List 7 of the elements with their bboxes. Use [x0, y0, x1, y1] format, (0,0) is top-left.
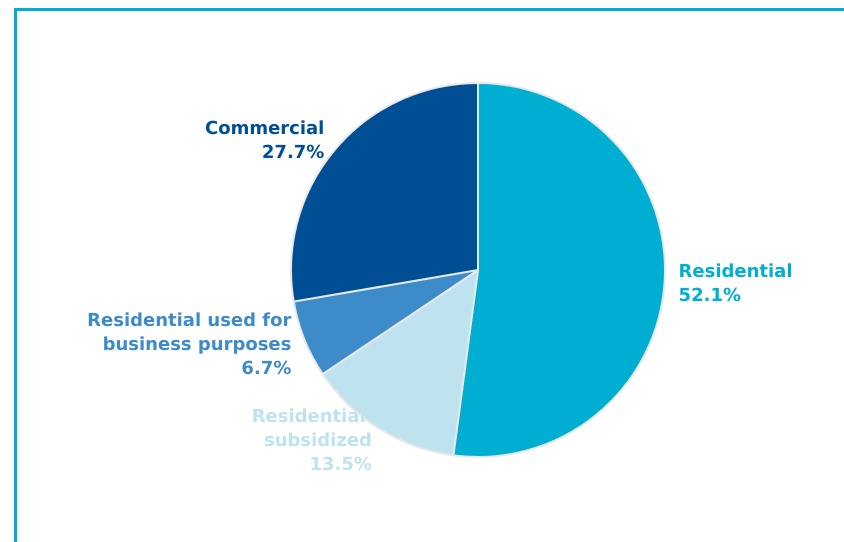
- data-label: 6.7%: [241, 358, 292, 380]
- data-label: 13.5%: [309, 454, 372, 476]
- data-label: 52.1%: [678, 284, 742, 306]
- data-label: 27.7%: [262, 142, 324, 163]
- slice-label: Residential: [678, 260, 793, 282]
- slice-label: Residential used for business purposes: [87, 310, 292, 356]
- slice-label: Commercial: [205, 118, 324, 139]
